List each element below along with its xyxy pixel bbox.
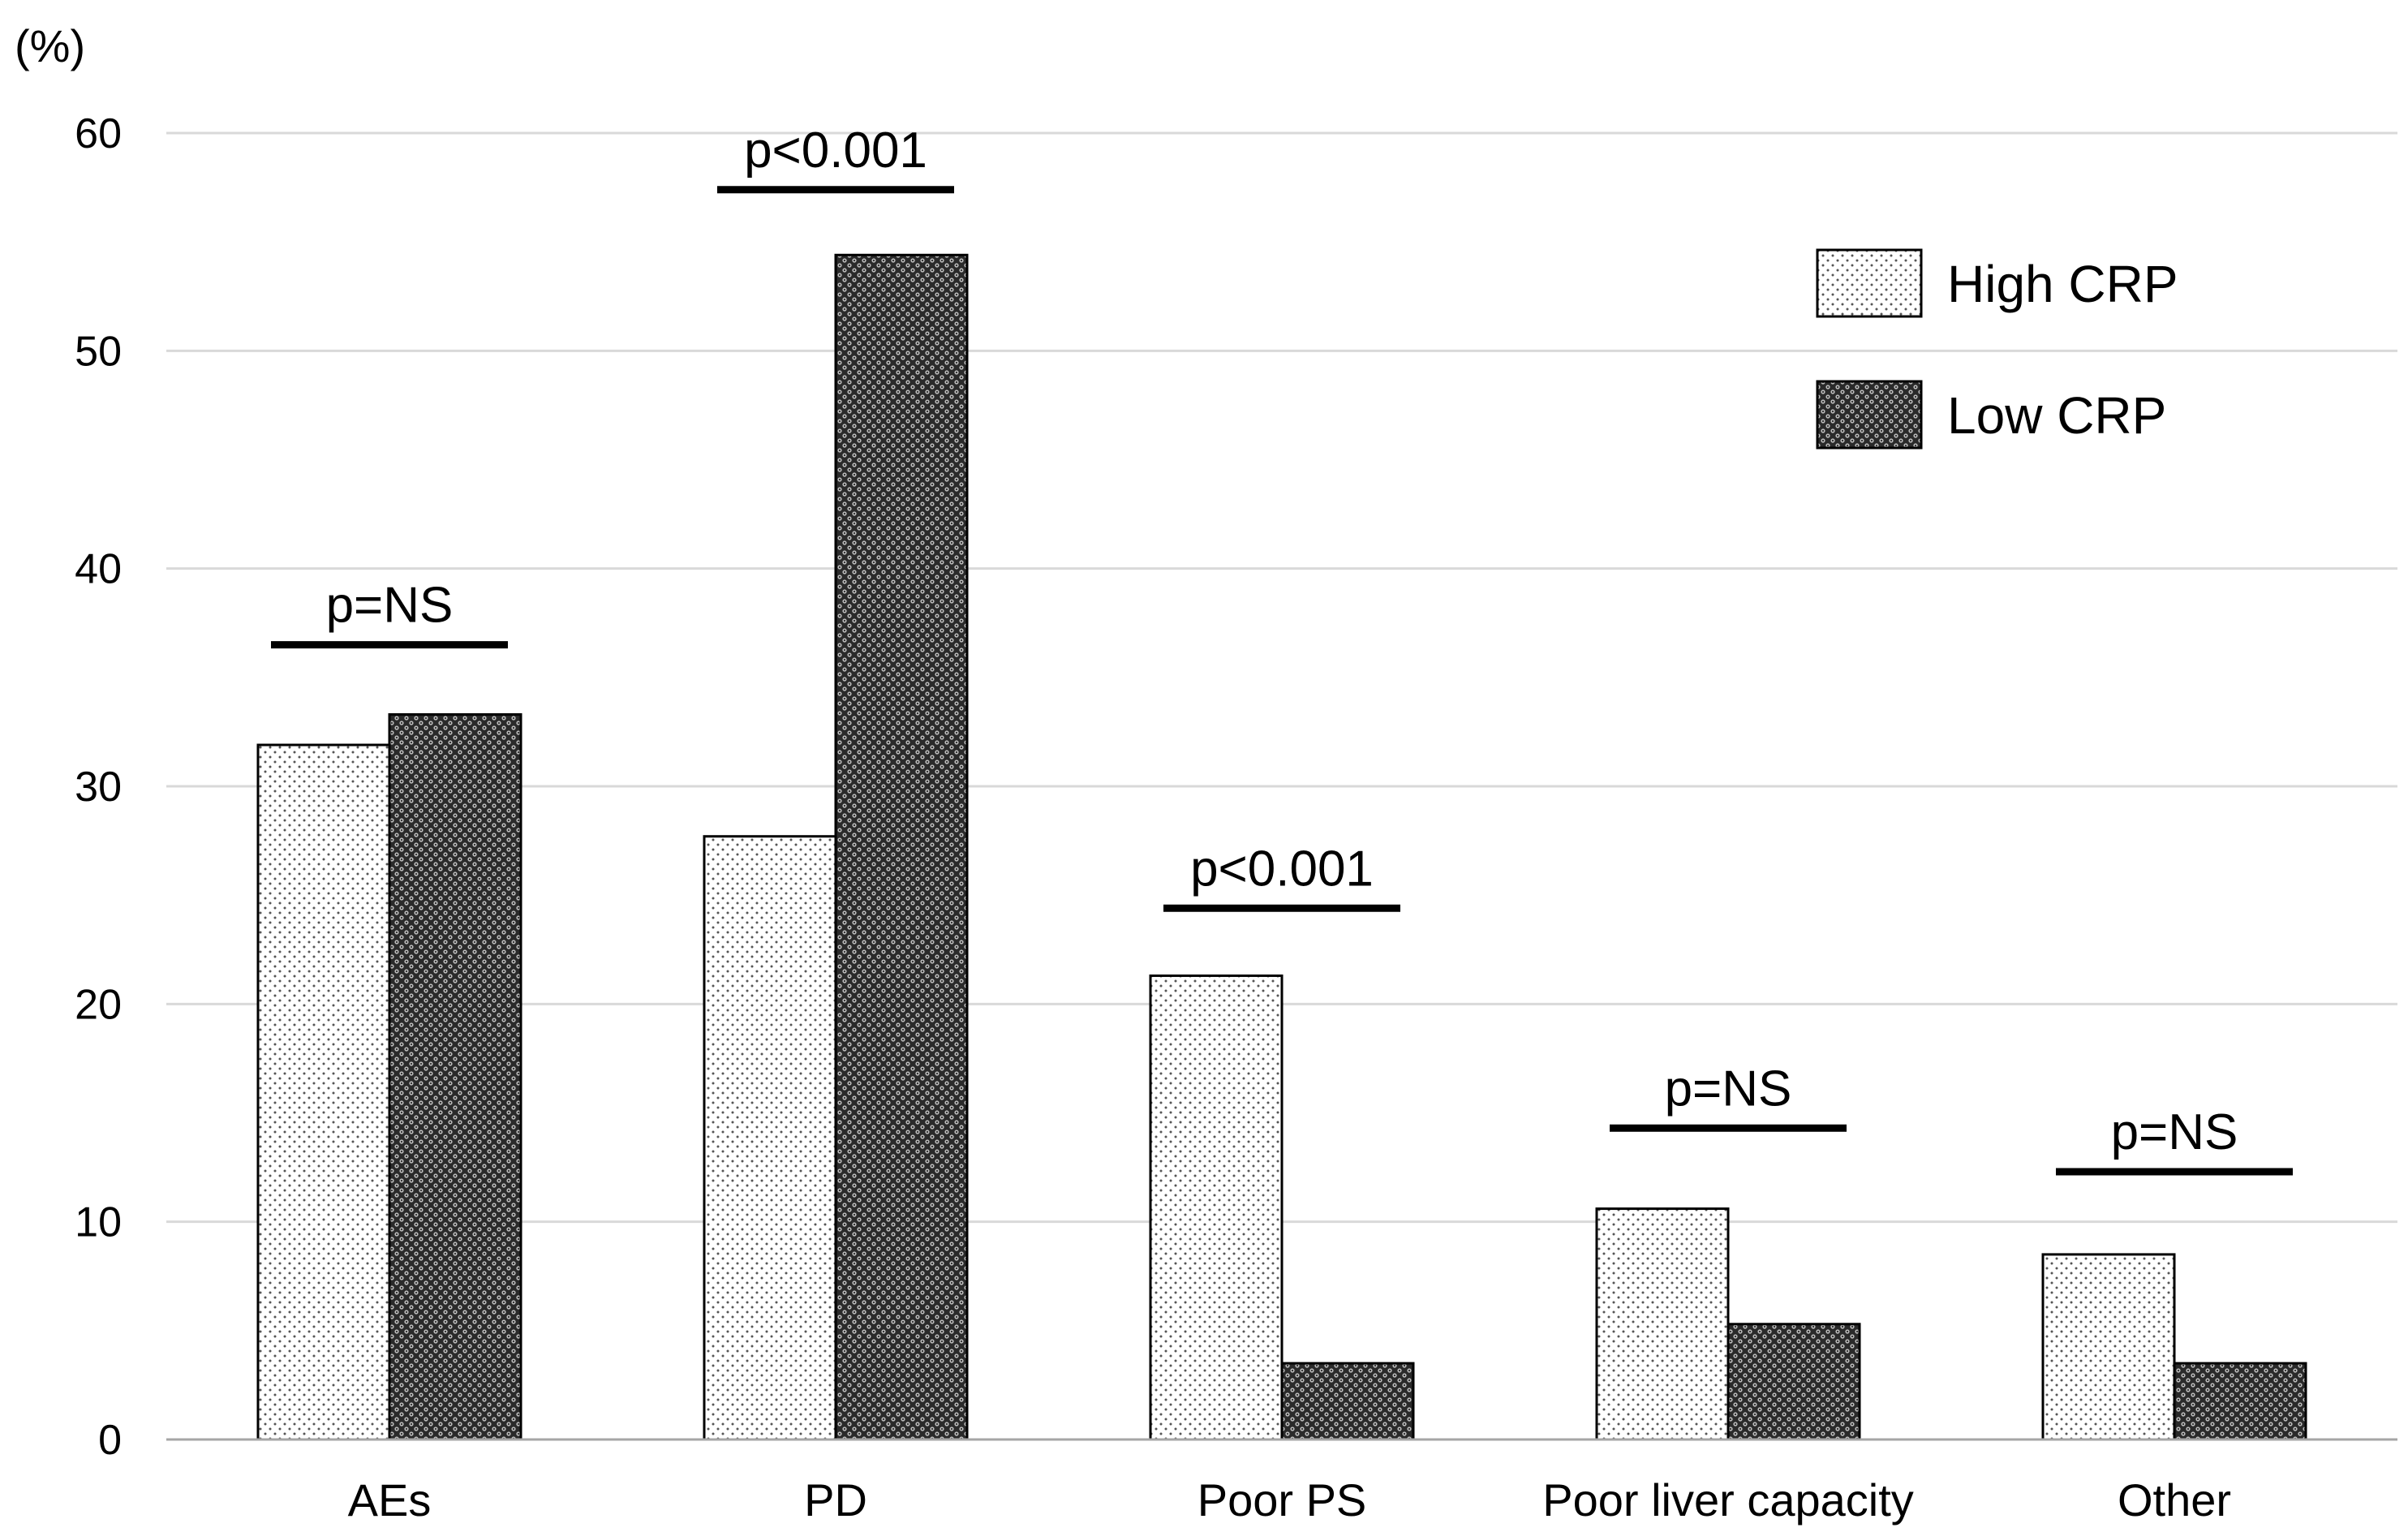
x-tick-label-aes: AEs bbox=[348, 1474, 432, 1526]
y-axis-unit-label: (%) bbox=[15, 20, 85, 71]
significance-annotations: p=NS p<0.001 p<0.001 p=NS p=NS bbox=[271, 123, 2293, 1176]
y-axis-ticks: 0 10 20 30 40 50 60 bbox=[75, 110, 122, 1464]
y-tick-label-0: 0 bbox=[98, 1417, 122, 1464]
y-tick-label-30: 30 bbox=[75, 764, 122, 811]
p-value-label-other: p=NS bbox=[2111, 1104, 2238, 1160]
p-value-label-poor-liver-capacity: p=NS bbox=[1665, 1061, 1792, 1117]
p-value-label-aes: p=NS bbox=[326, 578, 454, 634]
y-tick-label-10: 10 bbox=[75, 1199, 122, 1246]
y-tick-label-20: 20 bbox=[75, 981, 122, 1028]
p-value-label-pd: p<0.001 bbox=[744, 123, 927, 179]
p-value-label-poor-ps: p<0.001 bbox=[1190, 841, 1374, 897]
bar-low-crp-aes bbox=[388, 712, 522, 1441]
bar-high-crp-pd bbox=[703, 835, 837, 1441]
legend-label-low-crp: Low CRP bbox=[1947, 386, 2166, 445]
y-tick-label-60: 60 bbox=[75, 110, 122, 157]
legend: High CRP Low CRP bbox=[1816, 248, 2178, 450]
bar-high-crp-other bbox=[2041, 1253, 2176, 1441]
x-axis-category-labels: AEs PD Poor PS Poor liver capacity Other bbox=[348, 1474, 2231, 1526]
x-tick-label-other: Other bbox=[2118, 1474, 2231, 1526]
legend-label-high-crp: High CRP bbox=[1947, 255, 2178, 313]
x-tick-label-poor-ps: Poor PS bbox=[1198, 1474, 1367, 1526]
bars bbox=[256, 253, 2307, 1441]
bar-high-crp-poor-liver-capacity bbox=[1595, 1207, 1730, 1441]
bar-low-crp-other bbox=[2173, 1362, 2307, 1441]
gridlines bbox=[166, 131, 2397, 1224]
bar-low-crp-poor-ps bbox=[1280, 1362, 1415, 1441]
bar-low-crp-pd bbox=[834, 253, 969, 1441]
bar-high-crp-aes bbox=[256, 743, 391, 1441]
bar-low-crp-poor-liver-capacity bbox=[1726, 1323, 1861, 1441]
y-tick-label-50: 50 bbox=[75, 328, 122, 375]
bar-high-crp-poor-ps bbox=[1149, 974, 1284, 1441]
x-tick-label-pd: PD bbox=[804, 1474, 867, 1526]
legend-swatch-high-crp bbox=[1816, 248, 1923, 318]
legend-swatch-low-crp bbox=[1816, 380, 1923, 450]
y-tick-label-40: 40 bbox=[75, 546, 122, 593]
x-tick-label-poor-liver-capacity: Poor liver capacity bbox=[1542, 1474, 1914, 1526]
